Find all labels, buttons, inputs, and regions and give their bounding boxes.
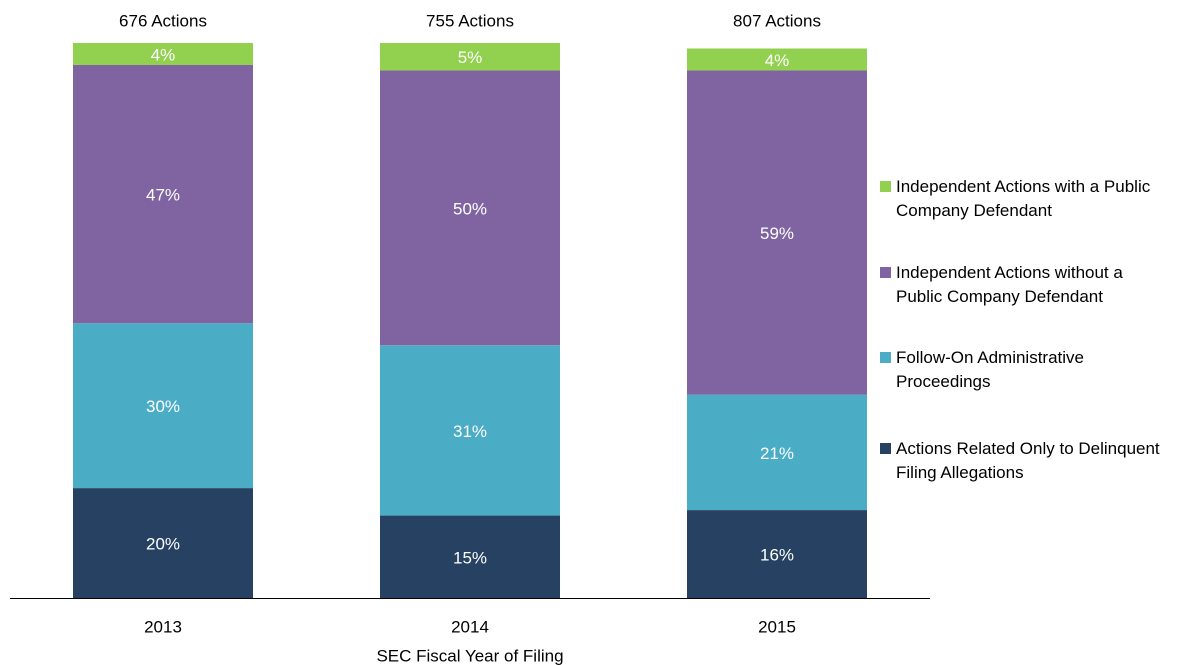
legend-label: Follow-On Administrative Proceedings — [896, 348, 1085, 391]
total-label: 807 Actions — [733, 11, 821, 30]
legend-swatch — [880, 181, 891, 192]
data-label: 20% — [146, 535, 180, 554]
data-label: 16% — [760, 546, 794, 565]
legend-swatch — [880, 443, 891, 454]
data-label: 15% — [453, 548, 487, 567]
bar-segment — [687, 394, 867, 511]
data-label: 47% — [146, 186, 180, 205]
bar-segment — [73, 323, 253, 489]
data-label: 50% — [453, 199, 487, 218]
data-label: 30% — [146, 397, 180, 416]
x-tick-label: 2013 — [144, 617, 182, 636]
bar-segment — [73, 64, 253, 324]
legend-label: Independent Actions without a Public Com… — [896, 263, 1123, 306]
data-label: 4% — [765, 51, 790, 70]
legend-label: Actions Related Only to Delinquent Filin… — [896, 439, 1160, 482]
bar-segment — [380, 43, 560, 71]
legend-item: Independent Actions without a Public Com… — [880, 261, 1170, 309]
legend-item: Independent Actions with a Public Compan… — [880, 175, 1170, 223]
bar-segment — [73, 43, 253, 65]
bar-segment — [380, 515, 560, 598]
x-axis-title: SEC Fiscal Year of Filing — [376, 646, 563, 665]
bar-segment — [380, 345, 560, 516]
bar-segment — [380, 70, 560, 346]
legend-swatch — [880, 267, 891, 278]
data-label: 59% — [760, 224, 794, 243]
data-label: 21% — [760, 444, 794, 463]
legend-item: Follow-On Administrative Proceedings — [880, 346, 1170, 394]
bar-segment — [687, 510, 867, 598]
bar-segment — [687, 70, 867, 395]
x-tick-label: 2014 — [451, 617, 489, 636]
legend-label: Independent Actions with a Public Compan… — [896, 177, 1151, 220]
x-tick-label: 2015 — [758, 617, 796, 636]
total-label: 755 Actions — [426, 11, 514, 30]
bar-segment — [687, 48, 867, 71]
bar-segment — [73, 488, 253, 598]
legend-item: Actions Related Only to Delinquent Filin… — [880, 437, 1170, 485]
total-label: 676 Actions — [119, 11, 207, 30]
data-label: 4% — [151, 45, 176, 64]
legend-swatch — [880, 352, 891, 363]
data-label: 31% — [453, 422, 487, 441]
data-label: 5% — [458, 48, 483, 67]
